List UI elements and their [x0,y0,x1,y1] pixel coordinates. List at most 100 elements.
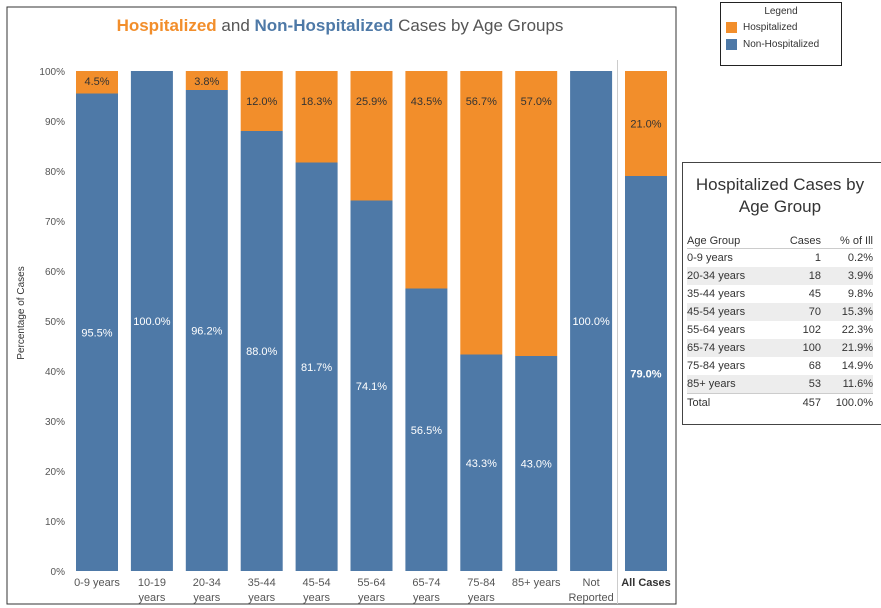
bar-hospitalized [240,71,283,131]
summary-bar-group: 79.0% 21.0% All Cases [621,71,671,589]
x-tick-label: years [193,592,220,604]
summary-label-non-hospitalized: 79.0% [630,369,661,381]
bar-label-non-hospitalized: 88.0% [246,346,277,358]
bar-non-hospitalized [185,90,228,571]
table-row: 45-54 years 70 15.3% [687,303,873,321]
y-tick-label: 0% [51,567,66,578]
chart-title: Hospitalized and Non-Hospitalized Cases … [117,16,564,35]
bar-label-non-hospitalized: 74.1% [356,381,387,393]
table-header-percent: % of Ill [821,233,873,249]
table-title: Hospitalized Cases by Age Group [683,174,877,218]
table-cell-age: 20-34 years [687,267,775,285]
table-cell-age: 35-44 years [687,288,746,300]
table-cell-cases: 68 [808,360,821,372]
x-axis-labels: 0-9 years 10-19 years 20-34 years 35-44 years 4… [74,577,614,604]
table-row: 55-64 years 102 22.3% [687,321,873,339]
x-tick-label: 45-54 [303,577,331,589]
y-tick-label: 30% [45,417,65,428]
table-total-cases: 457 [775,393,821,412]
bar-hospitalized [515,71,558,356]
table-total-label: Total [687,393,775,412]
x-tick-label: 65-74 [412,577,440,589]
table-cell-percent: 22.3% [841,324,873,336]
legend-item-non-hospitalized[interactable]: Non-Hospitalized [726,38,841,51]
table-row: 0-9 years 1 0.2% [687,249,873,268]
y-tick-label: 90% [45,117,65,128]
table-cell-percent: 21.9% [821,339,873,357]
table-row: 20-34 years 18 3.9% [687,267,873,285]
bar-label-non-hospitalized: 81.7% [301,362,332,374]
bar-hospitalized [76,71,118,94]
table-cell-cases: 18 [775,267,821,285]
y-tick-label: 10% [45,517,65,528]
x-tick-label: 55-64 [357,577,385,589]
legend-label-hospitalized: Hospitalized [743,22,798,33]
y-tick-label: 40% [45,367,65,378]
bar-label-non-hospitalized: 100.0% [572,316,610,328]
x-tick-label: 75-84 [467,577,495,589]
table-cell-percent: 3.9% [821,267,873,285]
chart-title-part: Hospitalized [117,16,217,35]
table-cell-age: 75-84 years [687,360,746,372]
hospitalized-table-panel: Hospitalized Cases by Age Group Age Grou… [682,162,881,425]
table-header-row: Age Group Cases % of Ill [687,233,873,249]
x-tick-label: Reported [568,592,613,604]
table-total-percent: 100.0% [821,393,873,412]
bars-group: 95.5% 4.5% 100.0% 96.2% 3.8% 88.0% 12.0% 81.7% 1… [76,71,613,571]
table-cell-age: 0-9 years [687,252,733,264]
bar-label-non-hospitalized: 95.5% [81,327,112,339]
y-tick-label: 100% [39,67,65,78]
bar-hospitalized [295,71,338,163]
bar-non-hospitalized [570,71,613,571]
bar-hospitalized [185,71,228,90]
table-cell-age: 55-64 years [687,324,746,336]
chart-frame [6,6,677,605]
bar-label-hospitalized: 18.3% [301,96,332,108]
bar-label-non-hospitalized: 43.0% [521,459,552,471]
bar-non-hospitalized [295,162,338,571]
table-row: 65-74 years 100 21.9% [687,339,873,357]
x-tick-label: Not [583,577,600,589]
x-tick-label: 20-34 [193,577,221,589]
legend-item-hospitalized[interactable]: Hospitalized [726,21,841,34]
table-cell-percent: 15.3% [821,303,873,321]
table-cell-percent: 0.2% [847,252,873,264]
table-cell-age: 85+ years [687,375,775,394]
bar-non-hospitalized [515,356,558,571]
table-cell-percent: 14.9% [841,360,873,372]
summary-bar-non-hospitalized [625,176,667,571]
table-cell-percent: 9.8% [847,288,873,300]
bar-label-non-hospitalized: 96.2% [191,326,222,338]
bar-label-hospitalized: 12.0% [246,96,277,108]
x-tick-label: 35-44 [248,577,276,589]
table-total-row: Total 457 100.0% [687,393,873,412]
legend-title: Legend [764,6,798,17]
bar-label-hospitalized: 57.0% [521,96,552,108]
table-title-line2: Age Group [738,197,822,216]
chart-title-part: Cases by Age Groups [393,16,563,35]
table-header-cases: Cases [775,233,821,249]
table-cell-percent: 11.6% [821,375,873,394]
bar-label-non-hospitalized: 43.3% [466,458,497,470]
bar-non-hospitalized [130,71,173,571]
x-tick-label: years [468,592,495,604]
summary-category-label: All Cases [621,577,671,589]
table-header-age-group: Age Group [687,233,775,249]
table-cell-age: 45-54 years [687,303,775,321]
x-tick-label: 85+ years [512,577,561,589]
summary-bar-hospitalized [625,71,667,176]
bar-non-hospitalized [240,131,283,571]
bar-hospitalized [405,71,448,289]
bar-label-hospitalized: 3.8% [194,76,219,88]
bar-non-hospitalized [350,200,393,571]
bar-non-hospitalized [460,354,503,571]
bar-label-hospitalized: 43.5% [411,96,442,108]
x-tick-label: 0-9 years [74,577,120,589]
x-tick-label: years [248,592,275,604]
table-cell-cases: 102 [802,324,821,336]
table-cell-cases: 1 [814,252,821,264]
table-cell-cases: 70 [775,303,821,321]
bar-hospitalized [350,71,393,201]
table-title-line1: Hospitalized Cases by [695,175,865,194]
